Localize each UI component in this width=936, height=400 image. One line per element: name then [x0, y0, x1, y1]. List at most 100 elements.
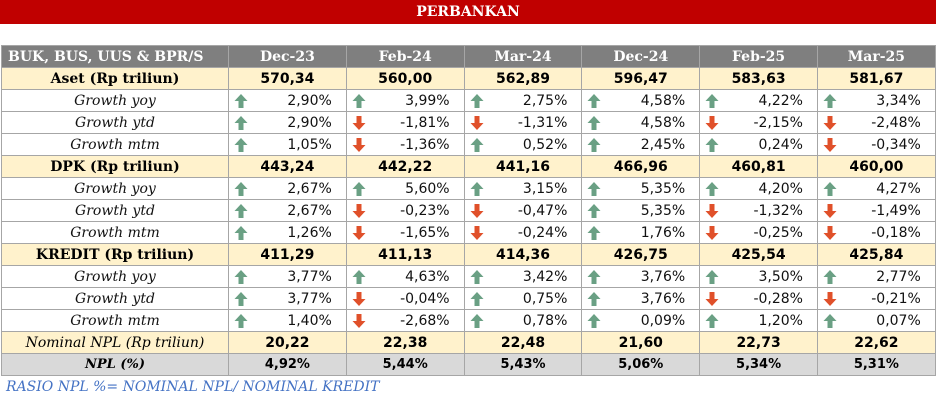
growth-cell: 2,45%: [581, 133, 701, 156]
arrow-up-icon: [470, 137, 484, 152]
growth-cell-content: 0,09%: [583, 311, 699, 331]
growth-cell-content: -1,36%: [347, 135, 463, 155]
growth-cell: 4,63%: [345, 265, 465, 288]
growth-value: 4,58%: [640, 114, 686, 131]
growth-cell: -1,36%: [345, 133, 465, 156]
growth-cell-content: 1,05%: [229, 135, 345, 155]
growth-cell: 1,76%: [581, 221, 701, 244]
row-label: Nominal NPL (Rp triliun): [1, 331, 229, 354]
growth-cell-content: 4,20%: [701, 179, 817, 199]
growth-cell: 2,75%: [463, 89, 583, 112]
row-label: KREDIT (Rp triliun): [1, 243, 229, 266]
table-title: PERBANKAN: [0, 0, 936, 24]
arrow-up-icon: [234, 291, 248, 306]
growth-value: -0,25%: [753, 224, 803, 241]
growth-cell-content: -0,25%: [701, 223, 817, 243]
period-header: Dec-24: [581, 45, 701, 68]
growth-cell: 5,60%: [345, 177, 465, 200]
total-row: KREDIT (Rp triliun) 411,29 411,13 414,36 426…: [1, 243, 936, 266]
arrow-up-icon: [234, 269, 248, 284]
value-cell: 411,13: [345, 243, 465, 266]
period-header: Mar-25: [816, 45, 936, 68]
growth-cell: 1,26%: [228, 221, 347, 244]
growth-cell: -0,21%: [816, 287, 936, 310]
growth-value: -0,23%: [400, 202, 450, 219]
value-cell: 596,47: [581, 67, 701, 90]
growth-cell: -0,34%: [816, 133, 936, 156]
header-label: BUK, BUS, UUS & BPR/S: [1, 45, 229, 68]
growth-cell: 0,09%: [581, 309, 701, 332]
growth-value: 2,90%: [287, 114, 332, 131]
growth-cell: 3,99%: [345, 89, 465, 112]
growth-value: 1,76%: [640, 224, 686, 241]
growth-value: 2,45%: [640, 136, 686, 153]
growth-cell-content: 0,24%: [701, 135, 817, 155]
value-cell: 414,36: [463, 243, 583, 266]
arrow-up-icon: [470, 93, 484, 108]
growth-cell: 3,34%: [816, 89, 936, 112]
period-header: Feb-24: [345, 45, 465, 68]
growth-cell-content: -0,18%: [818, 223, 934, 243]
growth-cell: -1,81%: [345, 111, 465, 134]
arrow-up-icon: [234, 181, 248, 196]
value-cell: 466,96: [581, 155, 701, 178]
row-label: Growth mtm: [1, 309, 229, 332]
total-row: DPK (Rp triliun) 443,24 442,22 441,16 466,96…: [1, 155, 936, 178]
growth-row: Growth mtm 1,05% -1,36% 0,52% 2,45% 0,24% -0,3…: [1, 133, 936, 156]
growth-cell-content: 2,67%: [229, 201, 345, 221]
value-cell: 5,06%: [581, 353, 701, 376]
arrow-up-icon: [234, 225, 248, 240]
growth-cell: 3,50%: [699, 265, 818, 288]
growth-row: Growth yoy 3,77% 4,63% 3,42% 3,76% 3,50% 2,77%: [1, 265, 936, 288]
arrow-down-icon: [470, 225, 484, 240]
growth-cell-content: -2,48%: [818, 113, 934, 133]
arrow-down-icon: [352, 203, 366, 218]
growth-cell-content: -1,32%: [701, 201, 817, 221]
growth-value: -2,15%: [753, 114, 803, 131]
row-label: Growth yoy: [1, 89, 229, 112]
growth-cell-content: -2,15%: [701, 113, 817, 133]
row-label: DPK (Rp triliun): [1, 155, 229, 178]
growth-value: -0,47%: [517, 202, 568, 219]
growth-cell-content: 0,52%: [465, 135, 581, 155]
growth-cell-content: 0,07%: [818, 311, 934, 331]
value-cell: 20,22: [228, 331, 347, 354]
growth-value: 2,67%: [287, 180, 332, 197]
growth-cell: 0,75%: [463, 287, 583, 310]
growth-cell: 0,07%: [816, 309, 936, 332]
arrow-up-icon: [587, 93, 601, 108]
growth-value: -1,81%: [400, 114, 450, 131]
arrow-up-icon: [470, 313, 484, 328]
growth-value: 5,60%: [405, 180, 450, 197]
value-cell: 22,62: [816, 331, 936, 354]
growth-cell: 3,77%: [228, 265, 347, 288]
growth-value: 1,40%: [287, 312, 332, 329]
arrow-down-icon: [470, 203, 484, 218]
arrow-down-icon: [470, 115, 484, 130]
growth-cell: 3,77%: [228, 287, 347, 310]
growth-value: 2,75%: [522, 92, 568, 109]
growth-value: -2,48%: [871, 114, 921, 131]
arrow-down-icon: [352, 225, 366, 240]
growth-value: 5,35%: [640, 180, 686, 197]
row-label: Growth ytd: [1, 199, 229, 222]
row-label: NPL (%): [1, 353, 229, 376]
growth-value: -0,24%: [517, 224, 568, 241]
value-cell: 22,48: [463, 331, 583, 354]
row-label: Growth ytd: [1, 287, 229, 310]
growth-cell-content: -0,47%: [465, 201, 581, 221]
total-row: Aset (Rp triliun) 570,34 560,00 562,89 596,4…: [1, 67, 936, 90]
growth-cell: 1,20%: [699, 309, 818, 332]
arrow-up-icon: [587, 291, 601, 306]
growth-value: 3,76%: [640, 268, 686, 285]
arrow-up-icon: [587, 115, 601, 130]
growth-cell: -0,18%: [816, 221, 936, 244]
growth-cell-content: 4,63%: [347, 267, 463, 287]
growth-cell-content: 4,22%: [701, 91, 817, 111]
period-header: Dec-23: [228, 45, 347, 68]
growth-cell: -0,25%: [699, 221, 818, 244]
row-label: Growth yoy: [1, 265, 229, 288]
arrow-up-icon: [587, 269, 601, 284]
value-cell: 460,81: [699, 155, 818, 178]
growth-cell: -1,49%: [816, 199, 936, 222]
